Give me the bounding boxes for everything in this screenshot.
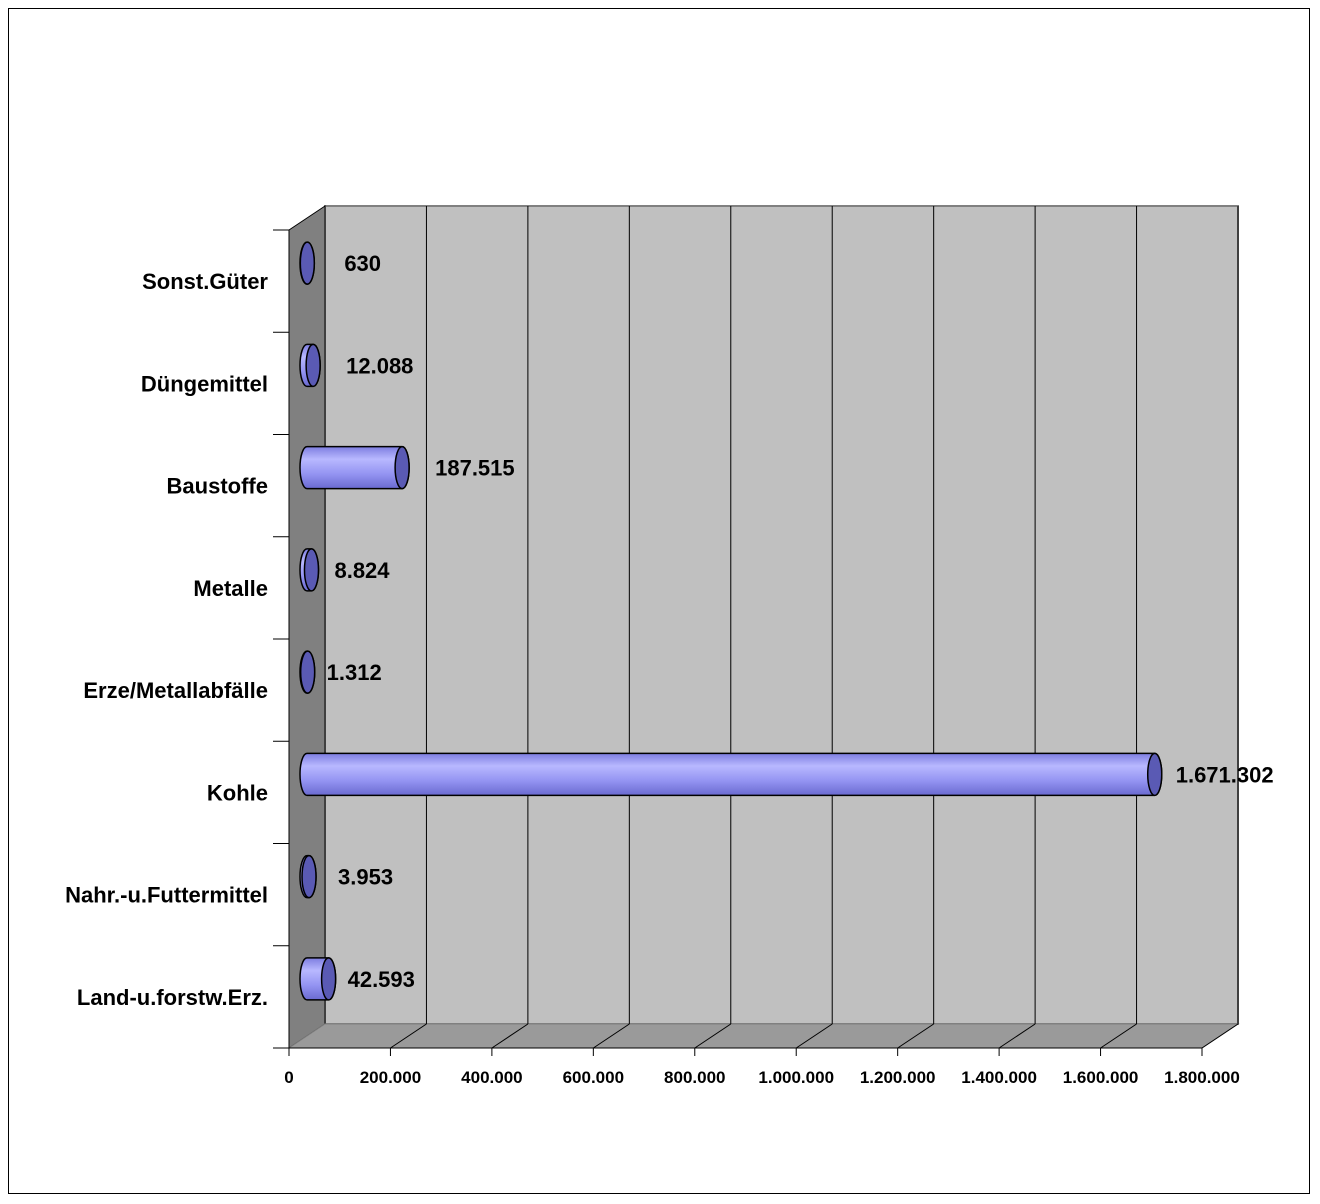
plot-walls [289, 206, 1238, 1048]
bar-cap [322, 958, 336, 1000]
category-label: Erze/Metallabfälle [83, 678, 268, 703]
data-label: 187.515 [435, 456, 515, 481]
category-label: Baustoffe [167, 474, 268, 499]
category-label: Kohle [207, 780, 268, 805]
data-label: 42.593 [348, 967, 415, 992]
bar-cap [302, 856, 316, 898]
data-label: 1.671.302 [1176, 762, 1274, 787]
x-axis: 0 200.000 400.000 600.000 800.000 1.000.000 1.… [284, 1048, 1240, 1087]
x-tick-label: 400.000 [461, 1068, 522, 1087]
x-tick-label: 800.000 [664, 1068, 725, 1087]
category-label: Land-u.forstw.Erz. [77, 985, 268, 1010]
category-label: Metalle [193, 576, 268, 601]
bar-cap [395, 447, 409, 489]
category-label: Sonst.Güter [142, 269, 268, 294]
bar [300, 344, 320, 386]
data-label: 1.312 [327, 660, 382, 685]
bar-cap [306, 344, 320, 386]
floor [289, 1024, 1238, 1048]
bar-cap [301, 651, 315, 693]
x-tick-label: 1.800.000 [1164, 1068, 1240, 1087]
x-tick-label: 1.600.000 [1063, 1068, 1139, 1087]
x-tick-label: 0 [284, 1068, 293, 1087]
bar-cap [300, 242, 314, 284]
category-label: Düngemittel [141, 371, 268, 396]
data-label: 630 [344, 251, 381, 276]
x-tick-label: 600.000 [563, 1068, 624, 1087]
bar [300, 753, 1162, 795]
data-label: 8.824 [334, 558, 390, 583]
back-wall [325, 206, 1238, 1024]
bar [300, 549, 318, 591]
bar-body [300, 753, 1162, 795]
bar [300, 447, 409, 489]
bar [300, 856, 316, 898]
data-label: 12.088 [346, 353, 413, 378]
x-tick-label: 1.400.000 [961, 1068, 1037, 1087]
x-tick-label: 1.200.000 [860, 1068, 936, 1087]
bar [300, 242, 314, 284]
category-axis: Land-u.forstw.Erz. Nahr.-u.Futtermittel Ko… [65, 230, 289, 1048]
x-tick-label: 1.000.000 [758, 1068, 834, 1087]
category-label: Nahr.-u.Futtermittel [65, 883, 268, 908]
bar [300, 651, 315, 693]
bar-cap [304, 549, 318, 591]
bar-cap [1148, 753, 1162, 795]
bar-body [300, 447, 409, 489]
side-wall [289, 206, 325, 1048]
data-label: 3.953 [338, 865, 393, 890]
x-tick-label: 200.000 [360, 1068, 421, 1087]
bar [300, 958, 336, 1000]
